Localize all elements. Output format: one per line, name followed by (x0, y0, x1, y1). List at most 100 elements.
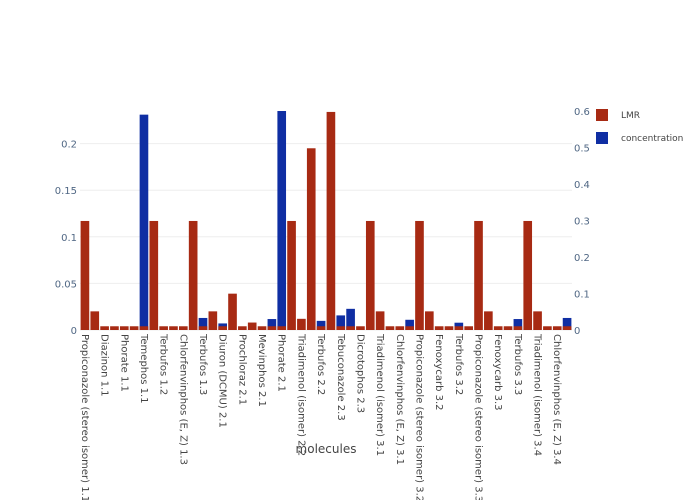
bar-lmr (169, 326, 178, 330)
x-tick-label: Mevinphos 2.1 (256, 334, 267, 407)
bar-concentration (198, 317, 208, 330)
y-axis-left: 0 0.05 0.1 0.15 0.2 (55, 140, 77, 337)
bar-lmr (80, 220, 90, 330)
bar-concentration (346, 308, 355, 330)
x-tick-label: Fenoxycarb 3.3 (492, 334, 503, 411)
x-tick-label: Diazinon 1.1 (99, 334, 110, 397)
x-tick-label: Chlorfenvinphos (E, Z) 3.1 (394, 334, 405, 465)
bar-lmr (503, 326, 513, 330)
bar-lmr (316, 326, 326, 330)
bar-concentration (277, 111, 287, 330)
bar-lmr (247, 322, 257, 330)
bar-lmr (336, 326, 346, 330)
x-tick-label: Fenoxycarb 3.2 (433, 334, 444, 411)
bar-concentration (316, 320, 326, 330)
bar-concentration (139, 114, 149, 331)
legend-item-lmr[interactable]: LMR (596, 109, 640, 121)
x-tick-label: Dicrotophos 2.3 (354, 334, 365, 413)
bar-lmr (208, 311, 218, 330)
bar-lmr (375, 311, 385, 330)
bar-lmr (434, 326, 444, 330)
x-tick-label: Terbufos 1.3 (197, 333, 208, 395)
bar-lmr (513, 326, 523, 330)
x-tick-label: Triadimenol (isomer) 2.2 (295, 333, 306, 456)
bar-lmr (552, 326, 562, 330)
legend-swatch (596, 109, 608, 121)
bar-lmr (110, 326, 119, 330)
bar-concentration (562, 317, 572, 330)
x-tick-label: Triadimenol (isomer) 3.1 (374, 333, 385, 456)
y-right-tick-label: 0 (574, 326, 580, 337)
bar-lmr (238, 326, 247, 330)
bar-lmr (385, 326, 395, 330)
bar-lmr (346, 326, 355, 330)
bar-lmr (90, 311, 100, 330)
bar-lmr (444, 326, 454, 330)
x-tick-label: Terbufos 3.2 (453, 333, 464, 395)
bar-lmr (356, 326, 365, 330)
bar-lmr (218, 326, 227, 330)
y-left-tick-label: 0.15 (55, 186, 77, 197)
bar-lmr (198, 326, 208, 330)
legend-label: concentration (621, 134, 683, 144)
y-left-tick-label: 0.2 (61, 140, 77, 151)
x-tick-label: Terbufos 2.2 (315, 333, 326, 395)
bar-lmr (297, 318, 306, 330)
bar-lmr (454, 326, 464, 330)
y-right-tick-label: 0.5 (574, 144, 590, 155)
bar-lmr (484, 311, 493, 330)
x-axis-title: molecules (296, 442, 357, 456)
bar-lmr (188, 220, 198, 330)
bar-lmr (287, 220, 296, 330)
x-tick-label: Triadimenol (isomer) 3.4 (532, 333, 543, 456)
x-tick-label: Propiconazole (stereo isomer) 3.3 (473, 334, 484, 500)
legend[interactable]: LMR concentration (596, 109, 683, 144)
bar-lmr (474, 220, 483, 330)
bar-lmr (543, 326, 552, 330)
bar-lmr (257, 326, 267, 330)
legend-label: LMR (621, 111, 640, 121)
bar-lmr (464, 326, 473, 330)
y-left-tick-label: 0 (71, 326, 77, 337)
y-right-tick-label: 0.1 (574, 290, 590, 301)
y-right-tick-label: 0.4 (574, 180, 590, 191)
bar-lmr (562, 326, 572, 330)
y-axis-right: 0 0.1 0.2 0.3 0.4 0.5 0.6 (574, 107, 590, 337)
bar-lmr (493, 326, 503, 330)
bar-concentration (267, 319, 277, 330)
legend-swatch (596, 132, 608, 144)
bar-lmr (277, 326, 287, 330)
x-tick-label: Propiconazole (stereo isomer) 1.1 (79, 334, 90, 500)
bar-lmr (425, 311, 434, 330)
bars (80, 111, 572, 331)
y-left-tick-label: 0.05 (55, 279, 77, 290)
bar-lmr (523, 220, 533, 330)
y-left-tick-label: 0.1 (61, 233, 77, 244)
x-tick-label: Terbufos 1.2 (158, 333, 169, 395)
legend-item-concentration[interactable]: concentration (596, 132, 683, 144)
bar-concentration (336, 315, 346, 330)
x-axis: Propiconazole (stereo isomer) 1.1 Diazino… (79, 333, 562, 500)
x-tick-label: Propiconazole (stereo isomer) 3.2 (413, 334, 424, 500)
bar-lmr (139, 326, 149, 330)
x-tick-label: Phorate 2.1 (276, 334, 287, 392)
x-tick-label: Terbufos 3.3 (512, 333, 523, 395)
bar-lmr (326, 111, 336, 330)
y-right-tick-label: 0.3 (574, 217, 590, 228)
bar-lmr (228, 293, 237, 330)
bar-lmr (100, 326, 109, 330)
bar-lmr (306, 148, 316, 330)
bar-lmr (533, 311, 542, 330)
bar-concentration (405, 319, 414, 330)
bar-lmr (159, 326, 168, 330)
x-tick-label: Chlorfenvinphos (E, Z) 3.4 (551, 334, 562, 465)
x-tick-label: Phorate 1.1 (118, 334, 129, 392)
x-tick-label: Chlorfenvinphos (E, Z) 1.3 (177, 334, 188, 465)
bar-lmr (179, 326, 188, 330)
bar-lmr (267, 326, 277, 330)
y-right-tick-label: 0.6 (574, 107, 590, 118)
bar-concentration (513, 319, 523, 330)
x-tick-label: Temephos 1.1 (138, 333, 149, 404)
y-right-tick-label: 0.2 (574, 253, 590, 264)
